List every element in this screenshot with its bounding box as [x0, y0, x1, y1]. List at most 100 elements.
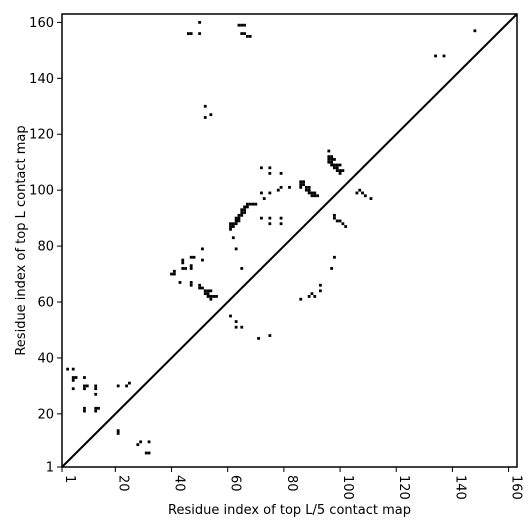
contact-point-26 [144, 451, 148, 455]
contact-point-50 [206, 292, 210, 296]
contact-point-29 [172, 272, 176, 276]
contact-point-34 [181, 267, 185, 270]
contact-point-58 [229, 225, 232, 228]
contact-point-92 [268, 166, 272, 170]
y-tick-label: 60 [37, 296, 54, 311]
contact-point-109 [304, 188, 308, 192]
contact-point-91 [260, 216, 263, 220]
contact-point-107 [302, 183, 305, 186]
contact-point-147 [338, 219, 342, 223]
contact-point-90 [262, 197, 266, 200]
contact-point-87 [268, 334, 272, 337]
contact-point-35 [184, 267, 187, 270]
contact-point-141 [341, 169, 345, 172]
contact-point-119 [307, 295, 311, 298]
contact-point-93 [268, 171, 272, 175]
contact-point-103 [299, 180, 303, 184]
contact-point-14 [94, 392, 98, 396]
contact-point-143 [333, 255, 336, 259]
contact-point-127 [327, 160, 331, 164]
contact-point-158 [198, 32, 202, 35]
x-tick-label: 40 [172, 475, 187, 492]
contact-point-144 [333, 213, 336, 217]
contact-point-32 [181, 258, 185, 262]
contact-point-42 [198, 283, 202, 287]
contact-point-88 [260, 166, 263, 170]
contact-point-1 [71, 367, 75, 371]
contact-point-53 [209, 297, 213, 301]
contact-point-8 [85, 384, 89, 388]
contact-point-94 [268, 191, 272, 195]
contact-point-83 [234, 325, 238, 329]
contact-point-77 [251, 202, 255, 206]
contact-point-145 [333, 216, 336, 220]
data-points-layer [66, 20, 477, 455]
x-tick-label: 60 [228, 475, 243, 492]
contact-point-28 [170, 272, 173, 276]
contact-point-40 [189, 281, 193, 284]
contact-point-82 [234, 320, 238, 323]
contact-point-39 [189, 267, 193, 270]
y-axis-label: Residue index of top L contact map [14, 125, 29, 355]
contact-point-167 [245, 34, 249, 38]
contact-point-102 [288, 185, 291, 189]
contact-point-120 [310, 292, 314, 296]
contact-point-74 [245, 202, 249, 206]
contact-point-49 [206, 289, 210, 293]
contact-point-137 [335, 169, 339, 172]
contact-point-59 [229, 227, 232, 231]
contact-point-67 [237, 219, 241, 223]
contact-point-115 [313, 191, 317, 195]
contact-point-12 [94, 384, 98, 388]
contact-point-108 [304, 185, 308, 189]
contact-point-5 [71, 387, 75, 391]
contact-point-46 [201, 286, 204, 290]
contact-point-2 [71, 376, 75, 379]
x-tick-label: 80 [284, 475, 299, 492]
contact-point-15 [94, 406, 98, 410]
contact-point-72 [243, 208, 246, 212]
contact-point-76 [248, 202, 252, 206]
contact-point-10 [83, 406, 86, 410]
y-tick-label: 120 [29, 128, 54, 143]
contact-point-169 [434, 54, 437, 58]
y-tick-label: 40 [37, 351, 54, 366]
diagonal-line [61, 13, 518, 468]
contact-point-0 [66, 367, 70, 371]
contact-point-27 [147, 451, 151, 455]
contact-point-171 [473, 29, 477, 33]
contact-point-69 [240, 211, 244, 214]
contact-point-85 [240, 267, 244, 270]
contact-point-73 [243, 211, 246, 214]
contact-point-62 [234, 219, 238, 223]
contact-point-47 [203, 289, 207, 293]
contact-point-126 [327, 158, 331, 161]
x-axis-label: Residue index of top L/5 contact map [168, 503, 411, 518]
contact-point-124 [327, 149, 331, 153]
y-tick-label: 80 [37, 240, 54, 255]
contact-point-112 [307, 191, 311, 195]
contact-point-51 [206, 295, 210, 298]
contact-point-18 [116, 384, 120, 388]
contact-point-63 [234, 222, 238, 226]
contact-point-128 [330, 155, 334, 159]
contact-point-96 [268, 222, 272, 226]
contact-point-66 [237, 216, 241, 220]
contact-point-116 [313, 194, 317, 198]
contact-point-155 [186, 32, 190, 35]
contact-point-54 [209, 289, 213, 293]
contact-point-113 [310, 191, 314, 195]
x-tick-label: 20 [115, 475, 130, 492]
contact-point-156 [189, 32, 193, 35]
contact-point-138 [338, 163, 342, 167]
contact-point-114 [310, 194, 314, 198]
contact-point-153 [363, 194, 367, 198]
contact-point-157 [198, 20, 202, 24]
contact-point-80 [231, 236, 235, 240]
x-tick-label: 160 [509, 475, 524, 500]
contact-point-100 [279, 216, 283, 220]
contact-point-123 [318, 283, 322, 287]
contact-point-121 [313, 295, 317, 298]
contact-point-122 [318, 289, 322, 293]
